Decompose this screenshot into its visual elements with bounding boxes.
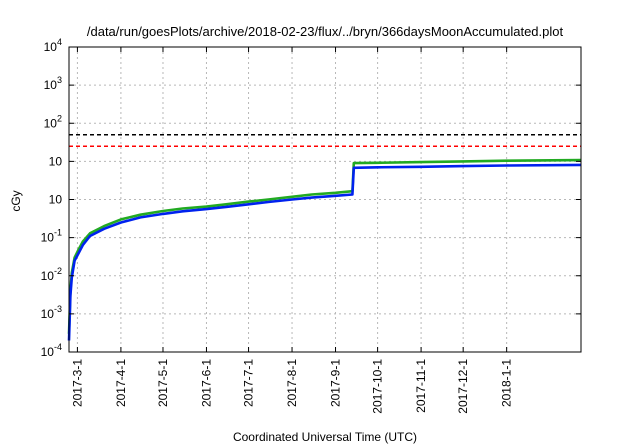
x-axis-label: Coordinated Universal Time (UTC) [233,430,417,444]
y-tick-label: 10-3 [41,304,62,321]
series-line [67,158,582,334]
series-line [67,163,582,341]
y-tick-label: 10-2 [41,266,62,283]
x-tick-label: 2017-7-1 [242,359,256,407]
y-tick-label: 10-1 [41,228,62,245]
x-axis-ticks: 2017-3-1 2017-4-1 2017-5-1 2017-6-1 2017-7-1… [70,47,514,414]
y-tick-label: 10 [49,193,63,207]
y-tick-label: 102 [44,113,62,130]
x-tick-label: 2017-10-1 [371,359,385,414]
x-tick-label: 2017-9-1 [329,359,343,407]
y-axis-label: cGy [9,190,23,211]
y-tick-label: 10 [49,154,63,168]
series-lines [67,158,582,341]
x-tick-label: 2017-6-1 [199,359,213,407]
x-tick-label: 2018-1-1 [500,359,514,407]
x-tick-label: 2017-3-1 [70,359,84,407]
x-tick-label: 2017-11-1 [414,359,428,413]
x-tick-label: 2017-4-1 [114,359,128,407]
y-tick-label: 10-4 [41,342,62,359]
chart-title: /data/run/goesPlots/archive/2018-02-23/f… [87,24,564,39]
x-tick-label: 2017-12-1 [456,359,470,414]
reference-lines [69,133,581,147]
x-tick-label: 2017-5-1 [156,359,170,407]
grid [69,46,581,353]
y-axis-ticks: 10-4 10-3 10-2 10-1 10 10 102 103 104 [41,37,581,359]
y-tick-label: 104 [44,37,62,54]
x-tick-label: 2017-8-1 [285,359,299,407]
y-tick-label: 103 [44,75,62,92]
